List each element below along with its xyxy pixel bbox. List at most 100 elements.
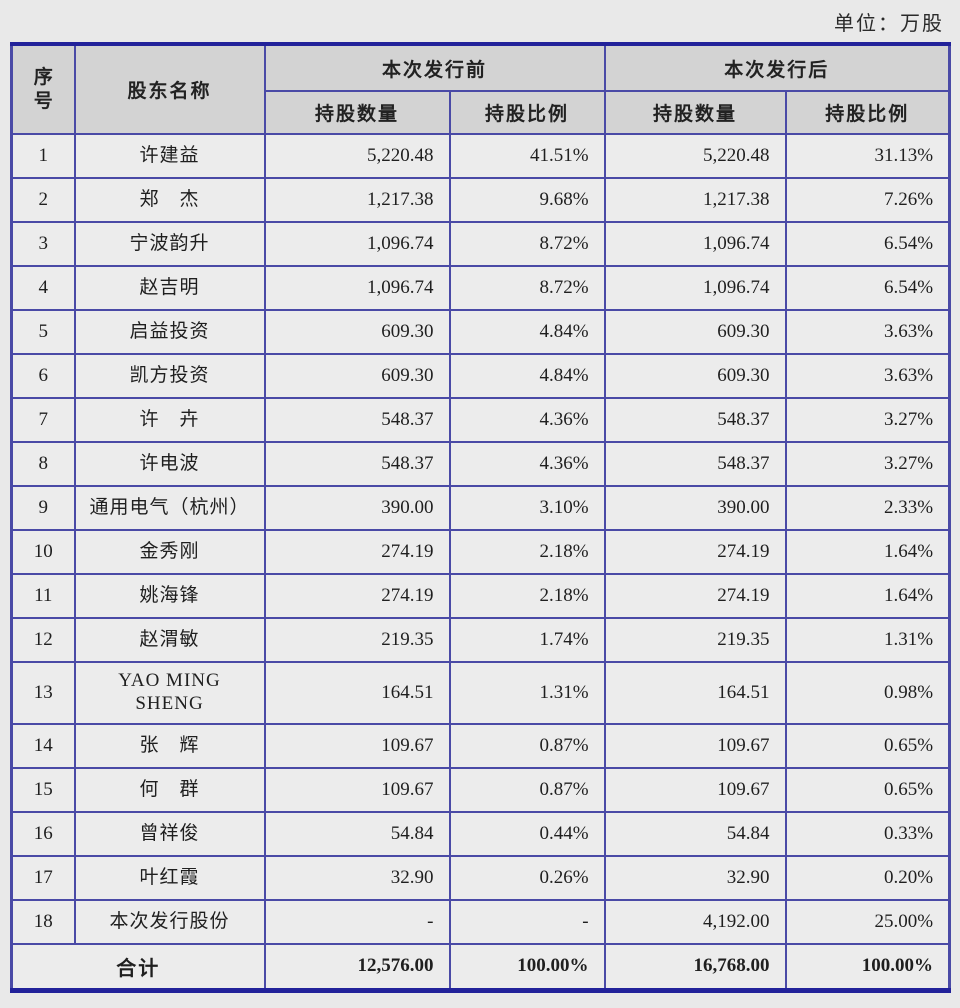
- shareholder-name-cell: YAO MING SHENG: [73, 661, 266, 725]
- before-percentage-cell: 0.26%: [448, 855, 606, 901]
- after-quantity-cell: 109.67: [603, 767, 787, 813]
- before-percentage-cell: 0.87%: [448, 767, 606, 813]
- before-percentage-cell: 41.51%: [448, 133, 606, 179]
- after-quantity-cell: 390.00: [603, 485, 787, 531]
- table-row: 5 启益投资 609.30 4.84% 609.30 3.63%: [10, 309, 951, 355]
- before-quantity-cell: 390.00: [263, 485, 451, 531]
- before-percentage-cell: 8.72%: [448, 221, 606, 267]
- header-after-percentage: 持股比例: [784, 90, 951, 135]
- before-percentage-cell: 1.31%: [448, 661, 606, 725]
- after-percentage-cell: 0.65%: [784, 767, 951, 813]
- header-no: 序 号: [10, 43, 76, 135]
- before-percentage-cell: 4.84%: [448, 353, 606, 399]
- after-quantity-cell: 54.84: [603, 811, 787, 857]
- after-percentage-cell: 31.13%: [784, 133, 951, 179]
- row-no-cell: 16: [10, 811, 76, 857]
- table-footer: 合计 12,576.00 100.00% 16,768.00 100.00%: [10, 943, 951, 991]
- after-percentage-cell: 0.98%: [784, 661, 951, 725]
- before-percentage-cell: 3.10%: [448, 485, 606, 531]
- table-row: 18 本次发行股份 - -4,192.00 25.00%: [10, 899, 951, 945]
- shareholder-name-cell: 通用电气（杭州）: [73, 485, 266, 531]
- after-percentage-cell: 1.31%: [784, 617, 951, 663]
- after-quantity-cell: 548.37: [603, 397, 787, 443]
- before-percentage-cell: 2.18%: [448, 529, 606, 575]
- row-no-cell: 1: [10, 133, 76, 179]
- table-row: 17 叶红霞 32.90 0.26% 32.90 0.20%: [10, 855, 951, 901]
- row-no-cell: 8: [10, 441, 76, 487]
- shareholder-name-cell: 赵吉明: [73, 265, 266, 311]
- before-quantity-cell: 1,096.74: [263, 221, 451, 267]
- before-quantity-cell: -: [263, 899, 451, 945]
- table-row: 13 YAO MING SHENG 164.51 1.31% 164.51 0.98%: [10, 661, 951, 725]
- after-percentage-cell: 0.20%: [784, 855, 951, 901]
- shareholder-name-cell: 许 卉: [73, 397, 266, 443]
- table-row: 9 通用电气（杭州） 390.00 3.10% 390.00 2.33%: [10, 485, 951, 531]
- header-after-issuance-group: 本次发行后: [603, 43, 951, 92]
- after-percentage-cell: 6.54%: [784, 265, 951, 311]
- after-quantity-cell: 109.67: [603, 723, 787, 769]
- row-no-cell: 12: [10, 617, 76, 663]
- table-row: 10 金秀刚 274.19 2.18% 274.19 1.64%: [10, 529, 951, 575]
- after-percentage-cell: 3.27%: [784, 441, 951, 487]
- shareholder-name-cell: 张 辉: [73, 723, 266, 769]
- before-quantity-cell: 548.37: [263, 397, 451, 443]
- unit-label: 单位：万股: [834, 13, 944, 35]
- shareholder-name-cell: 许建益: [73, 133, 266, 179]
- total-row: 合计 12,576.00 100.00% 16,768.00 100.00%: [10, 943, 951, 991]
- after-quantity-cell: 609.30: [603, 353, 787, 399]
- shareholder-name-cell: 何 群: [73, 767, 266, 813]
- row-no-cell: 18: [10, 899, 76, 945]
- shareholder-name-cell: 姚海锋: [73, 573, 266, 619]
- before-percentage-cell: 0.87%: [448, 723, 606, 769]
- after-quantity-cell: 164.51: [603, 661, 787, 725]
- after-quantity-cell: 5,220.48: [603, 133, 787, 179]
- row-no-cell: 9: [10, 485, 76, 531]
- total-before-quantity: 12,576.00: [263, 943, 451, 991]
- after-percentage-cell: 2.33%: [784, 485, 951, 531]
- total-after-quantity: 16,768.00: [603, 943, 787, 991]
- before-quantity-cell: 274.19: [263, 529, 451, 575]
- after-percentage-cell: 1.64%: [784, 529, 951, 575]
- shareholder-name-cell: 凯方投资: [73, 353, 266, 399]
- header-before-percentage: 持股比例: [448, 90, 606, 135]
- after-quantity-cell: 274.19: [603, 529, 787, 575]
- before-quantity-cell: 609.30: [263, 353, 451, 399]
- shareholder-name-cell: 曾祥俊: [73, 811, 266, 857]
- row-no-cell: 11: [10, 573, 76, 619]
- table-row: 8 许电波 548.37 4.36% 548.37 3.27%: [10, 441, 951, 487]
- before-quantity-cell: 274.19: [263, 573, 451, 619]
- before-percentage-cell: 8.72%: [448, 265, 606, 311]
- row-no-cell: 2: [10, 177, 76, 223]
- shareholder-name-cell: 郑 杰: [73, 177, 266, 223]
- before-quantity-cell: 1,096.74: [263, 265, 451, 311]
- after-quantity-cell: 1,217.38: [603, 177, 787, 223]
- before-percentage-cell: -: [448, 899, 606, 945]
- before-percentage-cell: 9.68%: [448, 177, 606, 223]
- after-percentage-cell: 1.64%: [784, 573, 951, 619]
- before-quantity-cell: 219.35: [263, 617, 451, 663]
- row-no-cell: 6: [10, 353, 76, 399]
- after-quantity-cell: 548.37: [603, 441, 787, 487]
- shareholder-name-cell: 赵渭敏: [73, 617, 266, 663]
- shareholders-table: 序 号 股东名称 本次发行前 本次发行后 持股数量 持股比例 持股数量 持股比例…: [10, 42, 952, 993]
- shareholder-name-cell: 金秀刚: [73, 529, 266, 575]
- table-row: 11 姚海锋 274.19 2.18% 274.19 1.64%: [10, 573, 951, 619]
- after-percentage-cell: 3.63%: [784, 353, 951, 399]
- before-percentage-cell: 2.18%: [448, 573, 606, 619]
- row-no-cell: 13: [10, 661, 76, 725]
- shareholder-name-cell: 本次发行股份: [73, 899, 266, 945]
- table-header: 序 号 股东名称 本次发行前 本次发行后 持股数量 持股比例 持股数量 持股比例: [10, 43, 951, 135]
- after-quantity-cell: 1,096.74: [603, 221, 787, 267]
- header-before-issuance-group: 本次发行前: [263, 43, 606, 92]
- row-no-cell: 7: [10, 397, 76, 443]
- after-quantity-cell: 32.90: [603, 855, 787, 901]
- table-row: 4 赵吉明 1,096.74 8.72% 1,096.74 6.54%: [10, 265, 951, 311]
- shareholder-name-cell: 宁波韵升: [73, 221, 266, 267]
- after-percentage-cell: 3.63%: [784, 309, 951, 355]
- after-percentage-cell: 6.54%: [784, 221, 951, 267]
- before-percentage-cell: 4.36%: [448, 441, 606, 487]
- row-no-cell: 14: [10, 723, 76, 769]
- table-row: 16 曾祥俊 54.84 0.44% 54.84 0.33%: [10, 811, 951, 857]
- row-no-cell: 3: [10, 221, 76, 267]
